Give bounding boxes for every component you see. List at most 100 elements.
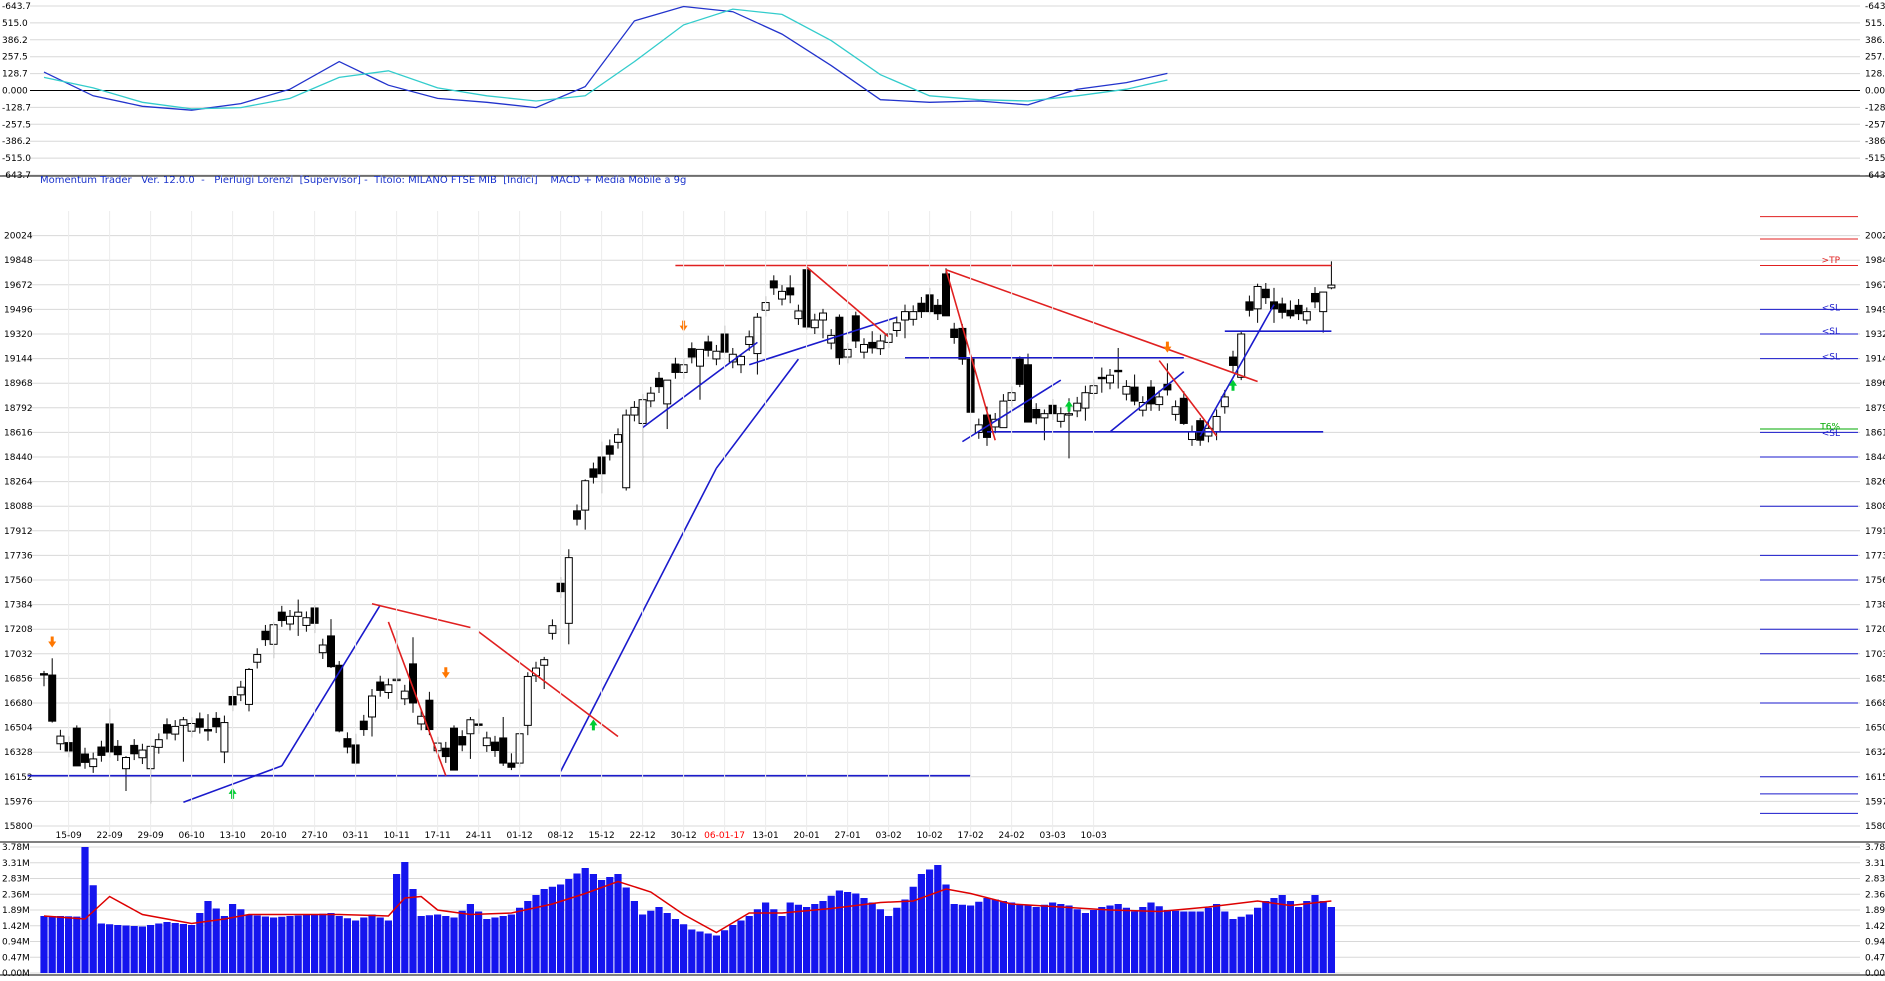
volume-bar [991,899,999,973]
x-axis-date-label: 03-03 [1040,831,1066,841]
volume-bar [1040,904,1048,973]
candle-body [942,273,950,317]
price-y-tick-right: 16152 [1865,773,1885,783]
volume-bar [794,904,802,973]
volume-bar [1295,907,1303,973]
price-y-tick-right: 17912 [1865,527,1885,537]
volume-y-tick-right: 0.00M [1865,969,1885,977]
price-y-tick-left: 18264 [4,478,33,488]
volume-bar [778,916,786,973]
sl-level-label: <SL [1822,327,1840,337]
x-axis-date-label: 30-12 [671,831,697,841]
candle-body [1245,301,1254,311]
macd-y-tick-left: 257.5 [2,53,28,63]
volume-bar [1139,907,1147,973]
volume-bar [803,907,811,973]
candle-body [327,635,335,668]
sl-level-label: <SL [1822,352,1840,362]
volume-bar [401,862,409,973]
volume-bar [1237,916,1245,973]
user-role: [Supervisor] [299,175,361,186]
candle-body [400,690,409,700]
candle-body [343,738,352,748]
price-y-tick-left: 18792 [4,404,33,414]
volume-bar [245,914,253,973]
candle-body [1155,396,1164,406]
volume-bar [737,920,745,973]
price-y-tick-left: 17736 [4,551,33,561]
volume-bar [97,923,105,973]
downtrend-line [387,621,447,776]
sl-level-label: <SL [1822,303,1840,313]
volume-bar [614,874,622,973]
price-y-tick-right: 18088 [1865,502,1885,512]
x-axis-date-label: 27-10 [302,831,328,841]
volume-bar [1032,907,1040,973]
volume-bar [196,913,204,973]
volume-bar [1180,911,1188,973]
volume-bar [622,887,630,973]
volume-bar [1114,904,1122,973]
volume-bar [860,898,868,973]
volume-bar [1221,911,1229,973]
price-y-tick-right: 19144 [1865,355,1885,365]
candle-body [1138,401,1147,411]
candle-body [154,739,163,748]
volume-bar [417,916,425,973]
uptrend-line [642,341,758,429]
volume-bar [909,886,917,973]
candle-body [917,302,926,313]
candle-body [195,718,204,728]
candle-body [901,311,909,321]
candle-body [441,747,450,758]
candle-body [1065,413,1073,416]
volume-y-tick-left: 2.83M [2,875,30,885]
price-y-tick-right: 18264 [1865,478,1885,488]
candle-body [171,725,180,735]
volume-y-tick-right: 3.78M [1865,843,1885,853]
volume-bar [1254,907,1262,973]
volume-bar [934,865,942,973]
volume-bar [647,910,655,973]
candle-body [384,684,393,694]
x-axis-date-label: 17-02 [958,831,984,841]
candle-body [868,341,877,349]
volume-bar [540,889,548,973]
candle-body [89,758,98,768]
price-y-tick-right: 17208 [1865,625,1885,635]
volume-bar [680,924,688,973]
uptrend-line [715,358,800,469]
candle-body [1114,369,1123,373]
volume-bar [409,889,417,973]
macd-y-tick-left: 515.0 [2,19,28,29]
x-axis-date-label: 15-12 [589,831,615,841]
volume-bar [302,915,310,973]
candle-body [950,328,959,338]
volume-bar [967,905,975,973]
volume-y-tick-left: 1.89M [2,906,30,916]
volume-bar [1057,904,1065,973]
volume-bar [893,907,901,973]
volume-bar [868,902,876,973]
volume-bar [163,922,171,973]
x-axis-date-label: 06-01-17 [704,831,745,841]
volume-bar [450,917,458,973]
volume-bar [917,874,925,973]
volume-bar [671,919,679,973]
volume-bar [819,901,827,973]
volume-bar [1327,907,1335,973]
x-axis-date-label: 13-10 [220,831,246,841]
volume-bar [999,901,1007,973]
price-y-tick-right: 17032 [1865,650,1885,660]
candle-body [409,663,417,704]
candle-body [605,445,614,455]
candle-body [122,757,130,770]
volume-bar [901,899,909,973]
volume-y-tick-left: 1.42M [2,922,30,932]
sell-arrow-icon [48,636,57,648]
candle-body [368,695,376,718]
volume-bar [926,869,934,973]
candle-body [663,379,672,405]
candle-body [130,744,139,755]
price-y-tick-right: 17736 [1865,551,1885,561]
